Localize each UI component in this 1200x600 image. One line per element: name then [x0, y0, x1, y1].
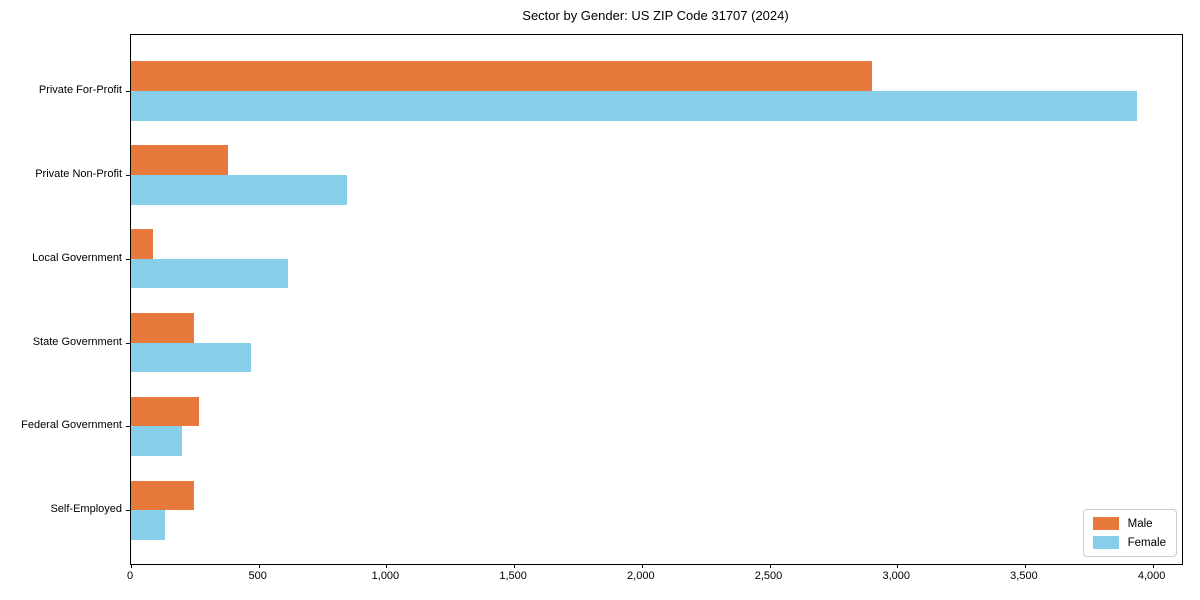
- x-tick-6: [897, 564, 899, 568]
- x-tick-label-2: 1,000: [371, 570, 400, 582]
- x-tick-5: [769, 564, 771, 568]
- x-tick-0: [131, 564, 132, 568]
- plot-area: Male Female: [126, 34, 1183, 568]
- x-tick-3: [514, 564, 516, 568]
- x-tick-7: [1024, 564, 1026, 568]
- bar-male-1: [131, 145, 229, 175]
- bar-male-5: [131, 480, 194, 511]
- x-tick-8: [1152, 564, 1154, 568]
- legend-label-female: Female: [1127, 536, 1166, 549]
- x-tick-label-1: 500: [248, 570, 267, 582]
- y-label-4: Federal Government: [21, 419, 122, 432]
- y-tick-4: [126, 426, 130, 428]
- bar-female-5: [131, 510, 166, 540]
- bar-female-0: [131, 91, 1138, 121]
- y-tick-1: [126, 174, 130, 176]
- x-tick-2: [386, 564, 388, 568]
- y-label-1: Private Non-Profit: [35, 167, 122, 180]
- x-tick-label-8: 4,000: [1137, 570, 1166, 582]
- x-tick-1: [258, 564, 260, 568]
- bar-female-2: [131, 258, 289, 289]
- bar-female-3: [131, 342, 252, 373]
- bar-female-1: [131, 174, 347, 205]
- x-tick-label-6: 3,000: [882, 570, 910, 582]
- y-tick-5: [126, 510, 130, 512]
- bar-female-4: [131, 426, 183, 457]
- y-label-5: Self-Employed: [50, 503, 122, 516]
- x-tick-label-5: 2,500: [754, 570, 783, 582]
- x-tick-label-4: 2,000: [627, 570, 655, 582]
- y-tick-3: [126, 342, 130, 344]
- x-tick-label-7: 3,500: [1010, 570, 1038, 582]
- y-label-3: State Government: [32, 335, 122, 348]
- x-tick-label-0: 0: [126, 570, 134, 582]
- x-tick-4: [641, 564, 643, 568]
- x-tick-label-3: 1,500: [499, 570, 527, 582]
- legend-label-male: Male: [1127, 517, 1153, 530]
- chart-title: Sector by Gender: US ZIP Code 31707 (202…: [522, 8, 789, 23]
- bar-male-2: [131, 229, 153, 259]
- bar-male-4: [131, 396, 199, 427]
- y-tick-0: [126, 91, 130, 92]
- female-swatch-icon: [1092, 536, 1119, 549]
- bar-male-0: [131, 61, 872, 91]
- legend-item-male: Male: [1092, 517, 1166, 530]
- y-tick-2: [126, 258, 130, 260]
- y-label-2: Local Government: [32, 251, 122, 264]
- bar-male-3: [131, 312, 194, 343]
- male-swatch-icon: [1092, 517, 1119, 530]
- legend-item-female: Female: [1092, 536, 1166, 549]
- legend: Male Female: [1082, 509, 1177, 557]
- y-label-0: Private For-Profit: [38, 84, 122, 96]
